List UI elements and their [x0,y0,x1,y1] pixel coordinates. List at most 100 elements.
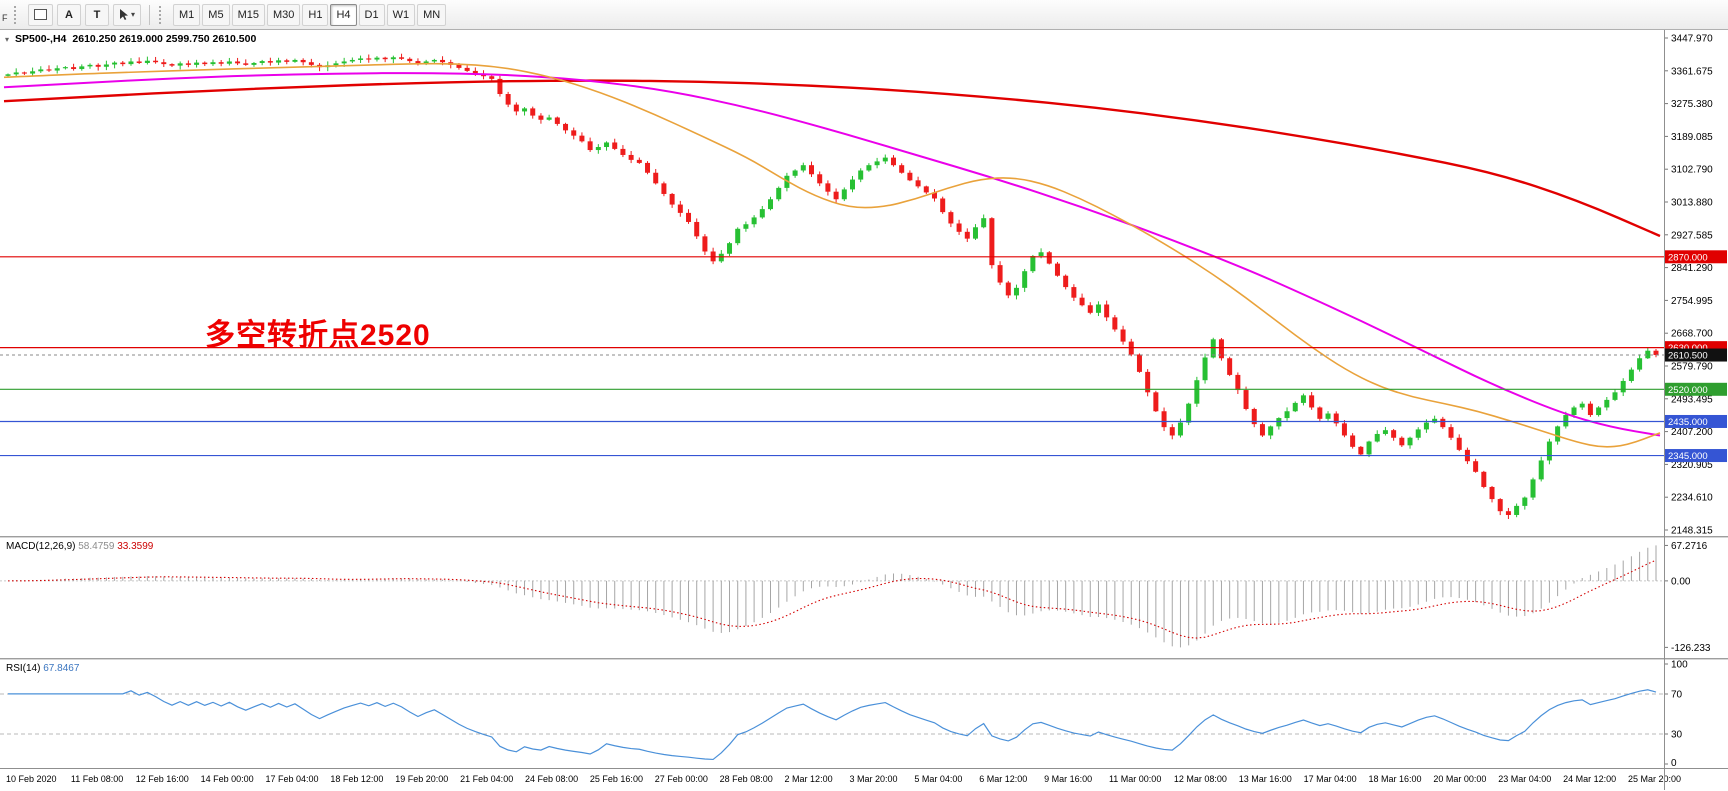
time-axis-label: 14 Feb 00:00 [200,774,254,784]
rsi-line [8,689,1657,761]
timeframe-button-H1[interactable]: H1 [302,3,329,26]
time-axis-label: 12 Mar 08:00 [1173,774,1227,784]
price-axis-label: 3102.790 [1671,165,1713,176]
toolbar-grip[interactable] [14,5,21,24]
price-axis-label: 2841.290 [1671,263,1713,274]
timeframe-grip[interactable] [159,5,166,24]
price-badge-label: 2345.000 [1668,451,1708,462]
cursor-icon [120,8,128,20]
price-badge-label: 2610.500 [1668,351,1708,362]
time-axis-label: 20 Mar 00:00 [1433,774,1487,784]
timeframe-button-W1[interactable]: W1 [386,3,416,26]
price-badge [1665,414,1727,428]
timeframe-group: M1 M5 M15 M30 H1 H4 D1 W1 MN [172,3,447,26]
time-axis-label: 17 Mar 04:00 [1303,774,1357,784]
macd-axis-label: -126.233 [1671,643,1711,654]
timeframe-button-M1[interactable]: M1 [173,3,201,26]
timeframe-button-H4[interactable]: H4 [330,3,357,26]
price-axis-label: 2754.995 [1671,296,1713,307]
panel-splitter[interactable] [0,658,1728,660]
time-axis-label: 21 Feb 04:00 [460,774,514,784]
macd-panel[interactable]: 67.2716 0.00 -126.233 MACD(12,26,9) 58.475… [0,538,1728,658]
rsi-axis-label: 0 [1671,758,1677,768]
rsi-axis-label: 70 [1671,690,1683,701]
macd-label: MACD(12,26,9) 58.4759 33.3599 [6,541,153,552]
price-axis-label: 3447.970 [1671,34,1713,45]
price-axis-separator [1664,30,1665,790]
symbol-period-label: SP500-,H4 [15,33,67,45]
price-badge [1665,348,1727,362]
main-chart-panel[interactable]: 3447.970 3361.675 3275.380 3189.085 3102.790… [0,30,1728,536]
rsi-value: 67.8467 [43,663,80,674]
ohlc-values: 2610.250 2619.000 2599.750 2610.500 [72,33,257,45]
price-axis-label: 3013.880 [1671,198,1713,209]
macd-chart[interactable]: 67.2716 0.00 -126.233 [0,538,1728,658]
text-tool-button[interactable]: T [85,3,109,26]
timeframe-button-M30[interactable]: M30 [266,3,301,26]
rsi-chart[interactable]: 100 70 30 0 [0,660,1728,768]
time-axis-label: 13 Mar 16:00 [1238,774,1292,784]
chart-annotation[interactable]: 多空转折点2520 [205,319,431,352]
macd-signal-line [7,559,1657,639]
price-axis-label: 2148.315 [1671,526,1713,537]
price-axis-label: 2579.790 [1671,362,1713,373]
time-axis-label: 19 Feb 20:00 [395,774,449,784]
price-badge [1665,449,1727,463]
time-axis-label: 12 Feb 16:00 [135,774,189,784]
time-axis-label: 24 Mar 12:00 [1563,774,1617,784]
fast-ma-orange[interactable] [3,62,1661,448]
price-axis-label: 3361.675 [1671,66,1713,77]
chart-title: ▾ SP500-,H4 2610.250 2619.000 2599.750 2… [5,33,256,45]
panel-splitter[interactable] [0,536,1728,538]
collapse-icon[interactable]: ▾ [5,35,10,44]
macd-axis-label: 0.00 [1671,576,1691,587]
candles [5,53,1659,520]
cursor-tool-button[interactable]: ▾ [113,3,142,26]
timeframe-button-M15[interactable]: M15 [231,3,265,26]
time-axis[interactable]: 10 Feb 2020 11 Feb 08:00 12 Feb 16:00 14 Fe… [0,768,1728,791]
slow-ma-red[interactable] [3,79,1661,238]
side-tab-label: F [2,13,8,23]
time-axis-label: 27 Feb 00:00 [654,774,708,784]
time-axis-label: 25 Mar 20:00 [1628,774,1682,784]
price-chart[interactable]: 3447.970 3361.675 3275.380 3189.085 3102.790… [0,30,1728,536]
rsi-axis-label: 100 [1671,660,1688,671]
timeframe-button-D1[interactable]: D1 [358,3,385,26]
time-axis-label: 2 Mar 12:00 [784,774,833,784]
toolbar-separator [149,4,151,25]
time-axis-label: 11 Feb 08:00 [70,774,124,784]
time-axis-label: 23 Mar 04:00 [1498,774,1552,784]
timeframe-button-MN[interactable]: MN [417,3,447,26]
rsi-label: RSI(14) 67.8467 [6,663,79,674]
price-axis-label: 2234.610 [1671,493,1713,504]
time-axis-label: 3 Mar 20:00 [849,774,898,784]
rsi-axis-label: 30 [1671,730,1683,741]
mid-ma-magenta[interactable] [3,72,1661,437]
price-axis-label: 2927.585 [1671,230,1713,241]
price-badge-label: 2520.000 [1668,385,1708,396]
price-axis-label: 3275.380 [1671,99,1713,110]
price-axis-label: 2668.700 [1671,329,1713,340]
macd-signal-value: 33.3599 [117,541,154,552]
price-badge [1665,250,1727,264]
macd-axis-label: 67.2716 [1671,541,1708,552]
price-axis-label: 2493.495 [1671,394,1713,405]
rsi-name: RSI(14) [6,663,41,674]
rsi-panel[interactable]: 100 70 30 0 RSI(14) 67.8467 [0,660,1728,768]
chart-frame-button[interactable] [28,3,53,26]
time-axis-label: 18 Mar 16:00 [1368,774,1422,784]
price-badge-label: 2435.000 [1668,417,1708,428]
time-axis-label: 28 Feb 08:00 [719,774,773,784]
macd-main-value: 58.4759 [78,541,115,552]
macd-name: MACD(12,26,9) [6,541,76,552]
timeframe-button-M5[interactable]: M5 [202,3,230,26]
price-axis-label: 3189.085 [1671,132,1713,143]
price-axis-label: 2320.905 [1671,460,1713,471]
time-axis-label: 5 Mar 04:00 [914,774,963,784]
time-axis-label: 17 Feb 04:00 [265,774,319,784]
annotation-a-button[interactable]: A [57,3,81,26]
time-axis-label: 18 Feb 12:00 [330,774,384,784]
time-axis-label: 25 Feb 16:00 [589,774,643,784]
time-axis-label: 24 Feb 08:00 [525,774,579,784]
